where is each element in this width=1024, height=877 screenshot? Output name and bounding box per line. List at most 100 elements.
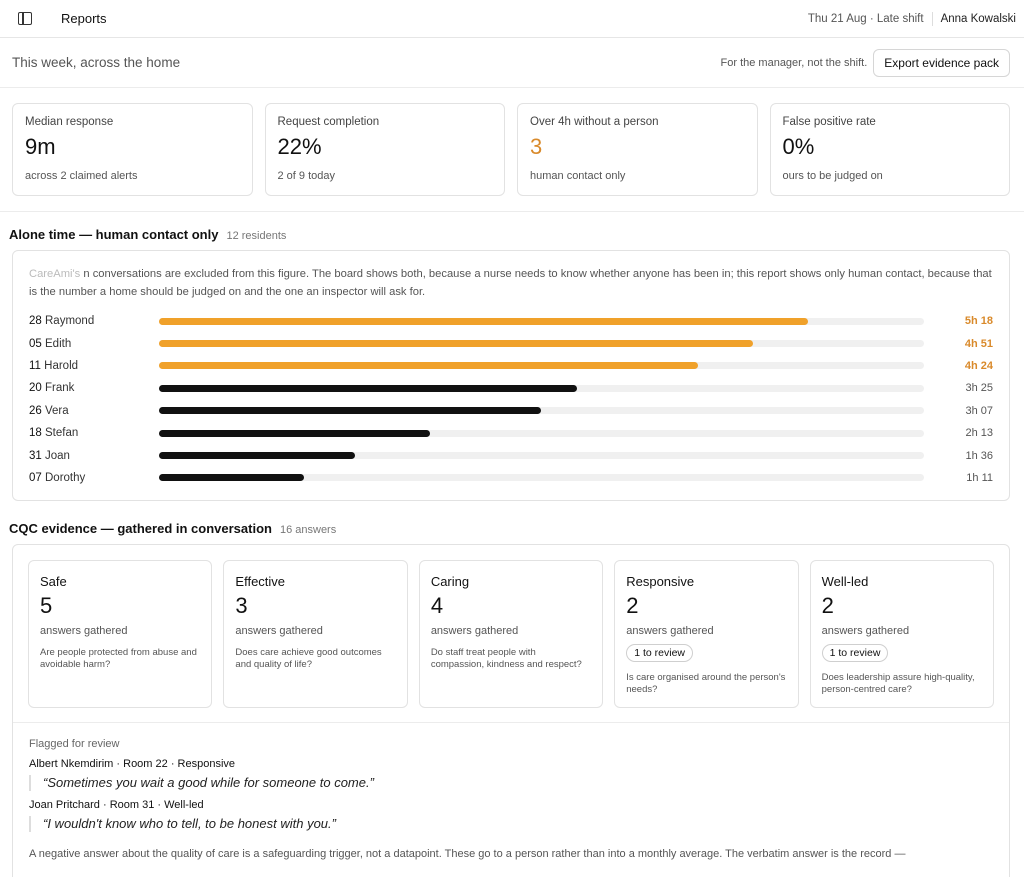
bar-track [159,340,924,348]
alone-time-note: CareAmi's n conversations are excluded f… [29,265,993,301]
shift-date: Thu 21 Aug · Late shift [807,12,924,25]
bar-row-stefan: 18 Stefan 2h 13 [29,422,993,444]
cqc-answer-count: 3 [235,593,248,618]
top-bar: Reports Thu 21 Aug · Late shift Anna Kow… [0,0,1024,38]
alone-duration: 1h 36 [965,449,993,462]
bar-track [159,474,924,482]
user-name[interactable]: Anna Kowalski [940,12,1016,25]
alone-duration: 3h 25 [965,382,993,395]
cqc-card-safe[interactable]: Safe 5 answers gathered Are people protecte… [28,560,213,708]
bar-row-edith: 05 Edith 4h 51 [29,332,993,354]
kpi-value: 3 [530,134,543,159]
bar-row-harold: 11 Harold 4h 24 [29,355,993,377]
bar-fill [159,362,698,370]
brand-name: CareAmi's [29,268,81,280]
flagged-quote: “I wouldn't know who to tell, to be hone… [29,816,993,832]
cqc-sub: answers gathered [626,625,714,637]
cqc-question: Does leadership assure high-quality, per… [821,672,975,695]
alone-duration: 3h 07 [965,404,993,417]
kpi-label: Request completion [277,116,380,128]
page-title: Reports [61,11,107,26]
bar-fill [159,452,355,460]
cqc-domain-name: Safe [40,574,67,589]
cqc-answer-count: 2 [626,593,639,618]
bar-fill [159,384,578,392]
resident-name: Harold [44,359,79,372]
shift-info: Thu 21 Aug · Late shift Anna Kowalski [807,11,1016,26]
bar-row-raymond: 28 Raymond 5h 18 [29,310,993,332]
cqc-card-caring[interactable]: Caring 4 answers gathered Do staff treat pe… [418,560,604,708]
flagged-item[interactable]: Albert Nkemdirim · Room 22 · Responsive … [29,758,993,791]
room-number: 18 [29,427,42,440]
flagged-footnote: A negative answer about the quality of c… [29,848,906,860]
cqc-card-effective[interactable]: Effective 3 answers gathered Does care achi… [223,560,408,708]
resident-name: Dorothy [45,471,86,484]
review-badge[interactable]: 1 to review [821,644,889,662]
resident-name: Frank [45,382,75,395]
kpi-sub: across 2 claimed alerts [25,170,138,182]
alone-duration: 4h 24 [964,359,993,372]
kpi-sub: 2 of 9 today [277,170,336,182]
bar-track [159,407,924,415]
bar-row-joan: 31 Joan 1h 36 [29,444,993,466]
room-number: 07 [29,471,42,484]
export-evidence-button[interactable]: Export evidence pack [873,48,1010,77]
kpi-sub: human contact only [530,170,626,182]
kpi-sub: ours to be judged on [782,170,883,182]
kpi-value: 9m [25,134,56,159]
kpi-label: Median response [25,116,114,128]
cqc-sub: answers gathered [430,625,519,637]
cqc-sub: answers gathered [235,625,323,637]
cqc-card-responsive[interactable]: Responsive 2 answers gathered 1 to review Is… [614,560,799,708]
cqc-card-well-led[interactable]: Well-led 2 answers gathered 1 to review Does… [809,560,995,708]
sidebar-toggle-icon[interactable] [18,12,32,25]
section-count: 16 answers [279,524,337,536]
alone-duration: 2h 13 [965,427,993,440]
cqc-answer-count: 4 [430,593,444,618]
room-number: 26 [29,404,42,417]
bar-row-vera: 26 Vera 3h 07 [29,400,993,422]
cqc-question: Do staff treat people with compassion, k… [430,647,582,670]
section-title: Alone time — human contact only [9,227,219,242]
flagged-item[interactable]: Joan Pritchard · Room 31 · Well-led “I w… [29,799,993,832]
section-title: CQC evidence — gathered in conversation [9,521,272,536]
kpi-card-false-positive: False positive rate 0% ours to be judged… [769,103,1010,196]
cqc-panel: Safe 5 answers gathered Are people protecte… [12,544,1010,877]
report-header: This week, across the home For the manag… [0,38,1024,88]
kpi-card-over-4h: Over 4h without a person 3 human contact… [517,103,758,196]
alone-duration: 1h 11 [966,471,993,484]
resident-label: 05 Edith [29,338,159,350]
bar-row-dorothy: 07 Dorothy 1h 11 [29,467,993,489]
flagged-who: Joan Pritchard · Room 31 · Well-led [29,799,204,811]
resident-name: Vera [45,404,69,417]
resident-label: 26 Vera [29,405,159,417]
resident-label: 31 Joan [29,450,159,462]
cqc-domain-name: Effective [235,574,286,589]
bar-track [159,452,924,460]
room-number: 20 [29,382,42,395]
resident-label: 11 Harold [29,360,159,372]
bar-track [159,384,924,392]
resident-label: 07 Dorothy [29,472,159,484]
room-number: 05 [29,337,42,350]
kpi-card-request-completion: Request completion 22% 2 of 9 today [264,103,505,196]
kpi-label: False positive rate [782,116,876,128]
alone-time-bars: 28 Raymond 5h 18 05 Edith 4h 51 11 Harold 4h … [29,310,993,489]
cqc-header: CQC evidence — gathered in conversation … [0,521,1024,536]
divider [931,11,933,26]
cqc-question: Does care achieve good outcomes and qual… [235,647,382,670]
kpi-row: Median response 9m across 2 claimed aler… [0,88,1024,212]
resident-label: 18 Stefan [29,427,159,439]
alone-duration: 4h 51 [964,337,993,350]
report-scope-title: This week, across the home [12,55,181,70]
bar-track [159,317,924,325]
cqc-domain-name: Responsive [626,574,695,589]
resident-name: Raymond [45,315,95,328]
bar-fill [159,429,431,437]
resident-label: 28 Raymond [29,315,159,327]
resident-name: Joan [45,449,70,462]
cqc-question: Is care organised around the person's ne… [626,672,786,695]
review-badge[interactable]: 1 to review [626,644,693,662]
resident-name: Edith [45,337,72,350]
room-number: 11 [29,359,41,372]
